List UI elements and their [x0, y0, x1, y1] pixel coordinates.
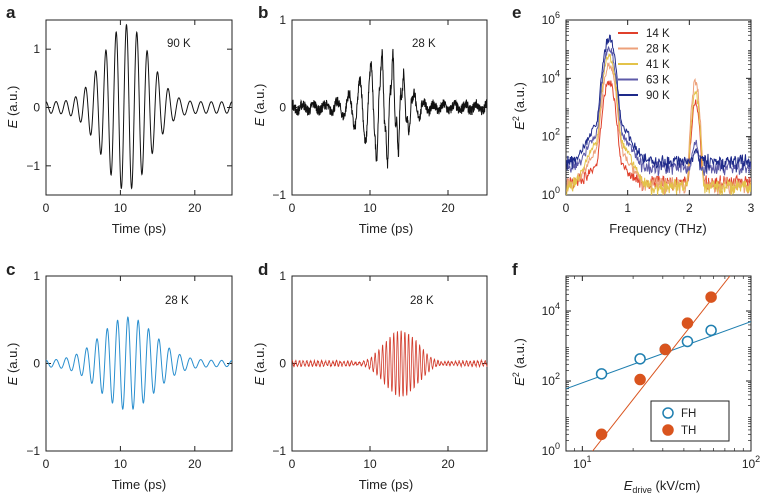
x-tick-label: 20 [441, 457, 455, 471]
y-tick-label: 1 [33, 42, 40, 56]
legend-marker [662, 407, 674, 419]
legend-label: 14 K [646, 28, 670, 40]
x-tick-label: 20 [188, 457, 202, 471]
x-tick-label: 10 [363, 457, 377, 471]
spectrum-trace [566, 80, 751, 194]
x-tick-label: 0 [43, 201, 50, 215]
waveform-trace [45, 316, 233, 411]
y-axis-label-a: E (a.u.) [5, 86, 20, 129]
data-point [705, 291, 717, 303]
plot-frame [565, 19, 752, 196]
panel-label-a: a [6, 3, 16, 22]
panel-a: a 90 K Time (ps) E (a.u.) 0 10 20 −1 0 1 [5, 3, 233, 236]
y-tick-label: 102 [542, 127, 560, 144]
x-axis-label-d: Time (ps) [359, 477, 413, 492]
data-point [634, 373, 646, 386]
data-point [705, 324, 717, 337]
spectrum-trace [566, 52, 751, 195]
legend-marker [662, 424, 674, 436]
y-axis-label-c: E (a.u.) [5, 343, 20, 386]
legend-label: 41 K [646, 59, 670, 71]
y-tick-label: 102 [542, 371, 560, 388]
panel-c: c 28 K Time (ps) E (a.u.) 0 10 20−101 [5, 260, 233, 492]
y-axis-label-b: E (a.u.) [252, 84, 267, 127]
panel-e: e Frequency (THz) E2 (a.u.) 0 1 2 3 100 102 10… [511, 3, 755, 236]
y-tick-label: 0 [279, 357, 286, 371]
y-tick-label: −1 [272, 444, 286, 458]
y-tick-label: 100 [542, 185, 560, 202]
spectrum-trace [566, 61, 751, 195]
x-tick-label: 20 [441, 201, 455, 215]
data-point [595, 368, 608, 380]
x-axis-label-b: Time (ps) [359, 221, 413, 236]
waveform-trace [291, 48, 488, 169]
data-point [634, 353, 646, 365]
data-point [681, 317, 694, 329]
temperature-annotation-c: 28 K [165, 295, 189, 307]
data-point [681, 335, 694, 348]
x-tick-label: 2 [686, 201, 693, 215]
y-tick-label: 106 [542, 10, 560, 27]
panel-label-d: d [258, 260, 268, 279]
waveform-trace [291, 330, 488, 397]
y-tick-label: 104 [542, 68, 560, 85]
panel-label-b: b [258, 3, 268, 22]
panel-b: b 28 K Time (ps) E (a.u.) 0 10 20−101 [252, 3, 488, 236]
y-tick-label: −1 [26, 444, 40, 458]
x-axis-label-e: Frequency (THz) [609, 221, 707, 236]
x-axis-label-f: Edrive (kV/cm) [624, 478, 701, 495]
panel-label-f: f [512, 260, 518, 279]
y-tick-label: 0 [279, 101, 286, 115]
data-point [659, 343, 671, 356]
data-point [595, 428, 608, 441]
x-tick-label: 0 [289, 201, 296, 215]
legend-label: 63 K [646, 75, 670, 87]
x-tick-label: 20 [188, 201, 202, 215]
y-tick-label: 104 [542, 301, 560, 318]
x-tick-label: 10 [363, 201, 377, 215]
x-tick-label: 0 [563, 201, 570, 215]
y-axis-label-d: E (a.u.) [252, 343, 267, 386]
y-tick-label: 1 [279, 269, 286, 283]
waveform-trace [45, 23, 233, 190]
x-tick-label: 10 [114, 201, 128, 215]
legend-box [650, 400, 730, 442]
panel-label-c: c [6, 260, 15, 279]
panel-label-e: e [512, 3, 521, 22]
y-tick-label: 0 [33, 357, 40, 371]
y-axis-label-f: E2 (a.u.) [511, 338, 527, 386]
panel-d: d 28 K Time (ps) E (a.u.) 0 10 20−101 [252, 260, 488, 492]
temperature-annotation-a: 90 K [167, 38, 191, 50]
y-tick-label: −1 [272, 188, 286, 202]
y-axis-label-e: E2 (a.u.) [511, 82, 527, 130]
legend-label: FH [681, 408, 696, 420]
y-tick-label: 1 [33, 269, 40, 283]
panel-f: f Edrive (kV/cm) E2 (a.u.) 101 102 100 102 1… [511, 260, 760, 495]
y-tick-label: 100 [542, 441, 560, 458]
y-tick-label: 0 [33, 101, 40, 115]
legend-label: TH [681, 425, 696, 437]
x-tick-label: 3 [748, 201, 755, 215]
legend-label: 28 K [646, 44, 670, 56]
plot-frame [565, 275, 752, 452]
spectrum-trace [566, 34, 751, 173]
x-tick-label: 1 [624, 201, 631, 215]
fit-line [592, 276, 731, 451]
x-tick-label: 102 [742, 454, 760, 471]
x-tick-label: 101 [573, 454, 591, 471]
x-axis-label-c: Time (ps) [112, 477, 166, 492]
temperature-annotation-d: 28 K [410, 295, 434, 307]
y-tick-label: 1 [279, 13, 286, 27]
legend-label: 90 K [646, 90, 670, 102]
x-axis-label-a: Time (ps) [112, 221, 166, 236]
temperature-annotation-b: 28 K [412, 38, 436, 50]
fit-line [566, 321, 751, 390]
x-tick-label: 10 [114, 457, 128, 471]
y-tick-label: −1 [26, 159, 40, 173]
x-tick-label: 0 [289, 457, 296, 471]
x-tick-label: 0 [43, 457, 50, 471]
spectrum-trace [566, 45, 751, 177]
